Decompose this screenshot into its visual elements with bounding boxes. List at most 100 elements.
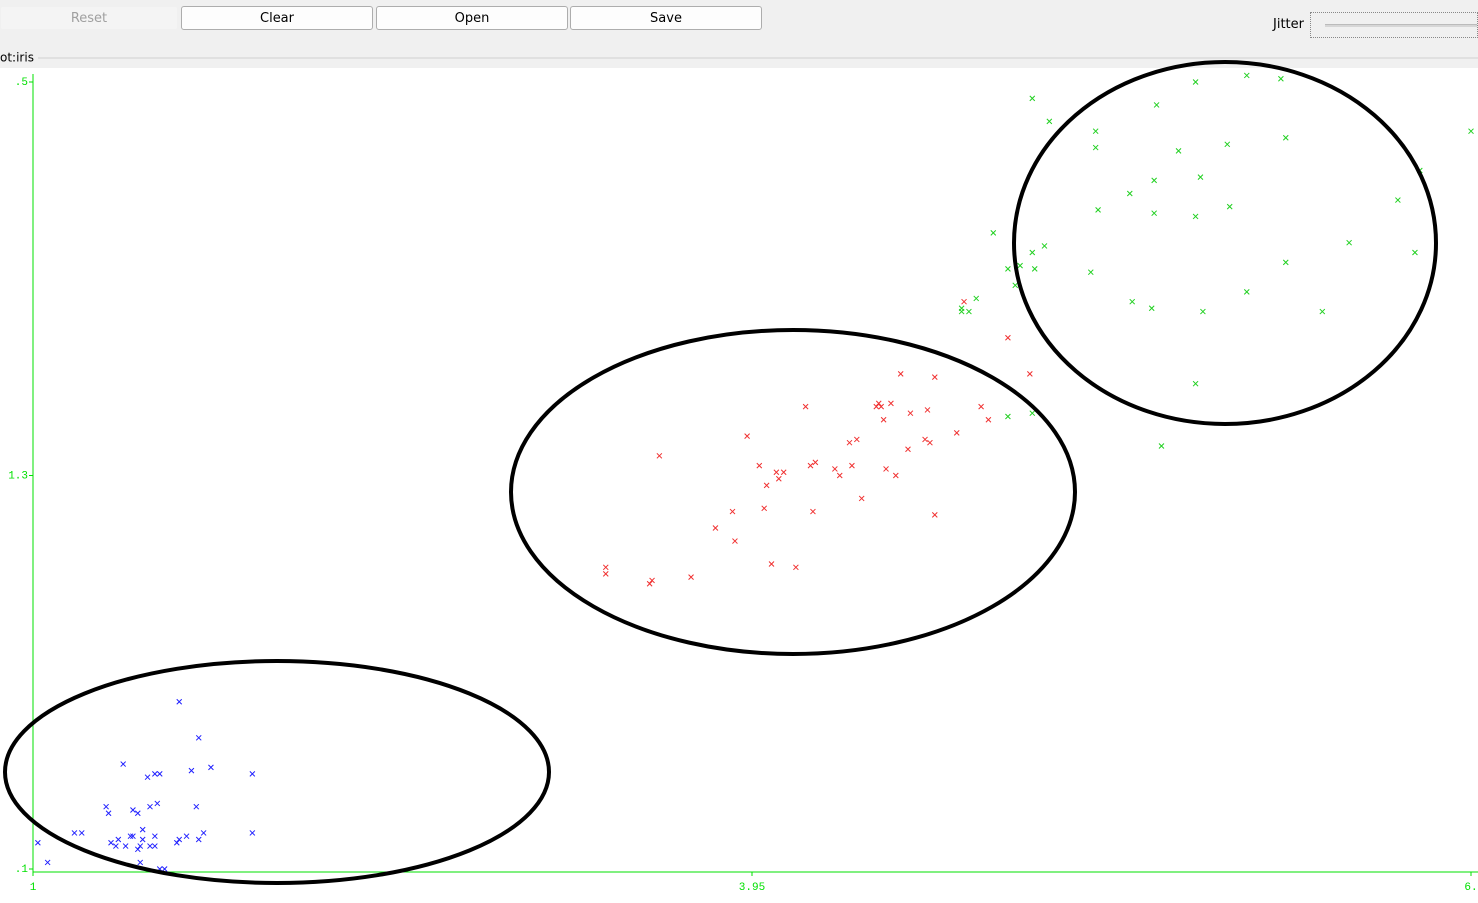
point <box>802 403 809 410</box>
point <box>807 462 814 469</box>
point <box>154 800 161 807</box>
x-tick-label: 6. <box>1464 882 1477 894</box>
point <box>780 469 787 476</box>
point <box>873 403 880 410</box>
point <box>1092 144 1099 151</box>
point <box>1192 213 1199 220</box>
point <box>793 564 799 571</box>
point <box>1153 102 1160 108</box>
point <box>931 511 938 518</box>
point <box>953 430 960 436</box>
jitter-label: Jitter <box>1273 17 1304 32</box>
point <box>756 462 763 469</box>
point <box>905 446 911 453</box>
point <box>120 761 127 767</box>
point <box>152 771 158 777</box>
point <box>1200 308 1206 315</box>
y-tick-label: .5 <box>15 77 28 89</box>
save-button[interactable]: Save <box>570 6 762 30</box>
point <box>173 839 180 846</box>
point <box>130 807 136 813</box>
point <box>846 439 853 446</box>
point <box>161 866 168 872</box>
cluster-ellipse <box>509 328 1077 656</box>
plot-title: ot:iris <box>0 51 34 65</box>
point <box>763 482 770 489</box>
point <box>1282 134 1289 141</box>
point <box>1041 243 1048 249</box>
point <box>961 298 967 305</box>
point <box>137 843 144 849</box>
point <box>1226 203 1233 210</box>
point <box>249 830 256 836</box>
x-tick-label: 1 <box>30 882 37 894</box>
point <box>1148 305 1155 312</box>
jitter-slider[interactable] <box>1310 12 1478 38</box>
point <box>1468 128 1474 135</box>
point <box>812 459 819 466</box>
annotations <box>3 60 1438 885</box>
point <box>1192 79 1199 85</box>
point <box>990 229 997 236</box>
point <box>907 410 914 417</box>
point <box>875 400 882 407</box>
point <box>922 436 928 443</box>
point <box>1017 262 1023 269</box>
point <box>1029 249 1036 256</box>
point <box>966 308 972 315</box>
point <box>649 577 655 584</box>
point <box>130 833 136 840</box>
point <box>832 466 838 472</box>
point <box>878 403 885 410</box>
point <box>1412 249 1418 256</box>
point <box>1087 269 1094 276</box>
point <box>152 833 158 840</box>
y-tick-label: 1.3 <box>8 470 28 482</box>
cluster-ellipse <box>1012 60 1438 426</box>
clear-button[interactable]: Clear <box>181 6 373 30</box>
toolbar: Reset Clear Open Save Jitter <box>0 0 1478 44</box>
point <box>1158 443 1165 449</box>
point <box>115 836 122 843</box>
point <box>44 859 51 866</box>
point <box>144 774 151 781</box>
point <box>1012 282 1019 289</box>
point <box>1224 141 1231 148</box>
plot-panel: ot:iris .1 1.3 .5 1 3.95 6. <box>0 51 1478 903</box>
point <box>35 839 41 846</box>
point <box>156 771 163 777</box>
point <box>924 407 931 413</box>
point <box>1197 174 1204 180</box>
point <box>656 452 663 459</box>
point <box>775 475 782 482</box>
reset-button[interactable]: Reset <box>0 6 178 30</box>
cluster-ellipse <box>3 659 551 885</box>
point <box>1346 239 1352 246</box>
point <box>1282 259 1289 266</box>
point <box>888 400 894 407</box>
point <box>1095 207 1101 213</box>
point <box>1278 75 1284 82</box>
point <box>768 561 775 567</box>
point <box>122 843 129 849</box>
point <box>858 495 865 502</box>
point <box>1129 298 1136 305</box>
point <box>1029 410 1036 417</box>
point <box>1126 190 1133 197</box>
point <box>712 525 719 531</box>
point <box>1046 118 1053 125</box>
point <box>1319 308 1326 315</box>
point <box>892 472 899 479</box>
y-tick-label: .1 <box>15 864 29 876</box>
point <box>958 308 965 315</box>
point <box>1175 148 1182 154</box>
point <box>602 564 609 571</box>
point <box>195 734 202 741</box>
open-button[interactable]: Open <box>376 6 568 30</box>
point <box>1031 266 1038 272</box>
point <box>931 374 938 380</box>
point <box>1005 413 1011 420</box>
point <box>744 433 750 440</box>
point <box>1151 210 1158 217</box>
point <box>208 764 214 771</box>
